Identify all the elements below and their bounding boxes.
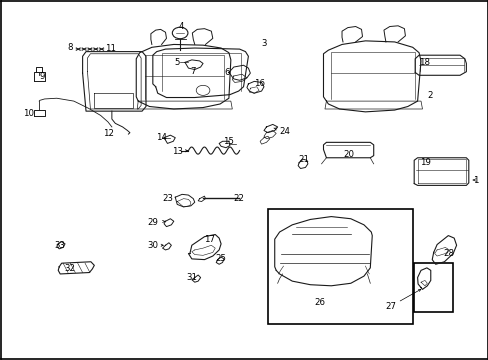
Text: 24: 24 xyxy=(279,127,289,136)
Text: 33: 33 xyxy=(55,241,65,250)
Text: 25: 25 xyxy=(215,254,226,263)
Text: 26: 26 xyxy=(314,298,325,307)
Text: 27: 27 xyxy=(385,302,395,311)
Text: 20: 20 xyxy=(343,150,354,159)
Text: 14: 14 xyxy=(156,133,167,142)
Text: 17: 17 xyxy=(203,235,214,244)
Text: 15: 15 xyxy=(223,137,234,146)
Text: 16: 16 xyxy=(253,79,264,88)
Text: 19: 19 xyxy=(420,158,430,167)
Text: 31: 31 xyxy=(186,273,197,282)
Text: 32: 32 xyxy=(64,265,75,274)
Bar xyxy=(267,210,412,324)
Text: 4: 4 xyxy=(178,22,183,31)
Text: 11: 11 xyxy=(105,44,116,53)
Text: 8: 8 xyxy=(67,43,73,52)
Bar xyxy=(413,263,452,312)
Text: 12: 12 xyxy=(103,129,114,138)
Text: 6: 6 xyxy=(224,68,230,77)
Text: 10: 10 xyxy=(23,109,35,118)
Text: 1: 1 xyxy=(472,176,478,185)
Text: 5: 5 xyxy=(174,58,180,67)
Text: 9: 9 xyxy=(40,72,45,81)
Text: 13: 13 xyxy=(171,147,183,156)
Text: 28: 28 xyxy=(443,249,454,258)
Text: 23: 23 xyxy=(162,194,173,203)
Text: 29: 29 xyxy=(147,218,158,227)
Text: 21: 21 xyxy=(298,155,309,164)
Text: 7: 7 xyxy=(190,67,196,76)
Text: 2: 2 xyxy=(426,91,432,100)
Text: 3: 3 xyxy=(261,39,266,48)
Text: 30: 30 xyxy=(147,241,158,250)
Text: 18: 18 xyxy=(419,58,429,67)
Text: 22: 22 xyxy=(233,194,244,203)
